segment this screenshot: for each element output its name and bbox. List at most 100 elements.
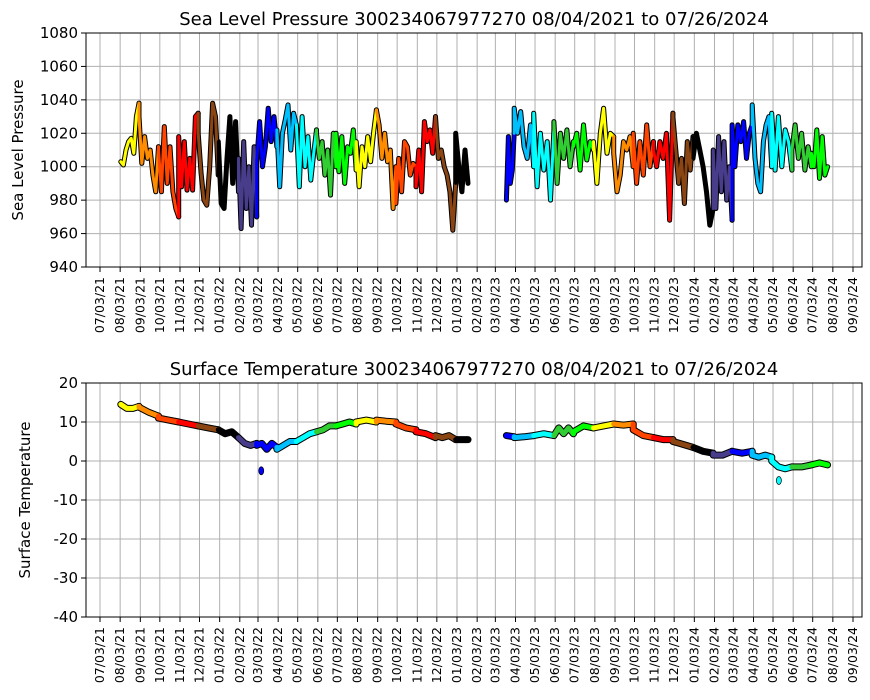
temperature-x-tick-label: 05/03/23 xyxy=(527,627,542,683)
temperature-series-line xyxy=(710,448,735,458)
pressure-series-line xyxy=(730,120,754,222)
temperature-series-line xyxy=(570,423,596,437)
temperature-x-tick-label: 06/03/22 xyxy=(310,627,325,683)
y-axis-label-temperature: Surface Temperature xyxy=(16,422,34,579)
pressure-series-line xyxy=(454,131,470,194)
temperature-x-tick-label: 01/03/24 xyxy=(686,627,701,683)
pressure-series xyxy=(118,100,831,233)
pressure-x-tick-label: 09/03/23 xyxy=(607,277,622,333)
pressure-x-tick-label: 01/03/23 xyxy=(449,277,464,333)
temperature-x-tick-label: 11/03/23 xyxy=(647,627,662,683)
temperature-x-tick-label: 12/03/22 xyxy=(429,627,444,683)
pressure-x-tick-label: 09/03/22 xyxy=(370,277,385,333)
temperature-x-tick-label: 02/03/24 xyxy=(706,627,721,683)
pressure-series-line xyxy=(691,131,715,227)
pressure-x-tick-label: 02/03/24 xyxy=(706,277,721,333)
pressure-x-tick-label: 08/03/23 xyxy=(587,277,602,333)
temperature-x-tick-label: 05/03/24 xyxy=(765,627,780,683)
temperature-x-tick-label: 12/03/21 xyxy=(191,627,206,683)
temperature-series-line xyxy=(254,440,280,452)
pressure-series-line xyxy=(374,108,398,210)
pressure-x-tick-label: 03/03/22 xyxy=(250,277,265,333)
pressure-x-tick-label: 12/03/22 xyxy=(429,277,444,333)
chart-title-temperature: Surface Temperature 300234067977270 08/0… xyxy=(170,359,779,380)
temperature-series-line xyxy=(373,417,399,425)
temperature-x-tick-label: 08/03/22 xyxy=(350,627,365,683)
pressure-series-line xyxy=(552,120,575,185)
pressure-x-tick-label: 04/03/22 xyxy=(270,277,285,333)
pressure-series-line xyxy=(119,101,141,167)
temperature-series-line xyxy=(531,431,557,439)
pressure-x-tick-label: 12/03/21 xyxy=(191,277,206,333)
temperature-outlier-point xyxy=(776,476,782,485)
temperature-x-tick-label: 11/03/21 xyxy=(172,627,187,683)
temperature-series-line xyxy=(176,419,201,429)
pressure-x-tick-label: 12/03/23 xyxy=(666,277,681,333)
temperature-x-tick-label: 09/03/21 xyxy=(132,627,147,683)
pressure-x-tick-label: 04/03/24 xyxy=(746,277,761,333)
pressure-x-tick-label: 08/03/21 xyxy=(112,277,127,333)
temperature-x-tick-label: 07/03/22 xyxy=(329,627,344,683)
temperature-x-tick-label: 07/03/21 xyxy=(92,627,107,683)
temperature-series-line xyxy=(749,448,775,460)
temperature-series-line xyxy=(808,460,831,468)
temperature-series-line xyxy=(729,448,755,456)
pressure-x-tick-label: 02/03/22 xyxy=(232,277,247,333)
pressure-x-tick-label: 09/03/21 xyxy=(132,277,147,333)
temperature-series-line xyxy=(611,421,636,428)
temperature-y-tick-label: -30 xyxy=(54,569,79,587)
temperature-x-tick-label: 07/03/24 xyxy=(805,627,820,683)
temperature-series-line xyxy=(393,419,419,433)
temperature-series-line xyxy=(156,413,182,425)
pressure-x-tick-label: 01/03/24 xyxy=(686,277,701,333)
temperature-y-tick-label: -20 xyxy=(54,530,79,548)
pressure-x-tick-label: 01/03/22 xyxy=(212,277,227,333)
pressure-x-tick-label: 06/03/22 xyxy=(310,277,325,333)
temperature-x-tick-label: 01/03/23 xyxy=(449,627,464,683)
pressure-y-tick-label: 1080 xyxy=(40,24,78,42)
pressure-series-line xyxy=(196,101,220,207)
temperature-y-tick-label: 0 xyxy=(68,452,78,470)
pressure-x-tick-label: 03/03/24 xyxy=(725,277,740,333)
temperature-y-tick-label: -10 xyxy=(54,491,79,509)
temperature-series-line xyxy=(433,433,459,443)
temperature-series-line xyxy=(769,454,795,472)
pressure-series-line xyxy=(137,101,160,194)
temperature-series-line xyxy=(591,421,617,431)
temperature-x-tick-label: 08/03/23 xyxy=(587,627,602,683)
pressure-series-line xyxy=(237,140,259,231)
temperature-x-tick-label: 02/03/22 xyxy=(232,627,247,683)
temperature-x-tick-label: 04/03/22 xyxy=(270,627,285,683)
pressure-series-line xyxy=(770,111,794,172)
temperature-series-line xyxy=(293,429,319,444)
pressure-x-tick-label: 06/03/23 xyxy=(547,277,562,333)
temperature-x-tick-label: 07/03/23 xyxy=(567,627,582,683)
temperature-series-line xyxy=(314,423,339,435)
pressure-series-line xyxy=(651,111,675,222)
pressure-series-line xyxy=(177,111,200,219)
pressure-y-tick-label: 1020 xyxy=(40,124,78,142)
temperature-x-tick-label: 09/03/22 xyxy=(370,627,385,683)
pressure-series-line xyxy=(434,115,458,232)
temperature-y-tick-label: 10 xyxy=(59,413,78,431)
pressure-x-tick-label: 05/03/22 xyxy=(290,277,305,333)
pressure-x-tick-label: 11/03/23 xyxy=(647,277,662,333)
pressure-x-tick-label: 09/03/24 xyxy=(845,277,860,333)
temperature-x-tick-label: 09/03/23 xyxy=(607,627,622,683)
temperature-x-tick-label: 03/03/23 xyxy=(487,627,502,683)
pressure-series-line xyxy=(414,115,437,194)
pressure-series-line xyxy=(354,108,378,189)
temperature-x-tick-label: 02/03/23 xyxy=(469,627,484,683)
pressure-y-tick-label: 940 xyxy=(49,258,78,276)
pressure-y-tick-label: 980 xyxy=(49,191,78,209)
temperature-y-tick-label: 20 xyxy=(59,374,78,392)
pressure-series-line xyxy=(394,140,418,205)
temperature-series-line xyxy=(511,433,537,441)
pressure-series-line xyxy=(157,125,181,219)
y-axis-label-pressure: Sea Level Pressure xyxy=(9,79,27,220)
temperature-series-line xyxy=(274,439,299,452)
temperature-series-line xyxy=(215,427,241,441)
temperature-series-line xyxy=(353,417,379,427)
pressure-y-tick-label: 1000 xyxy=(40,158,78,176)
